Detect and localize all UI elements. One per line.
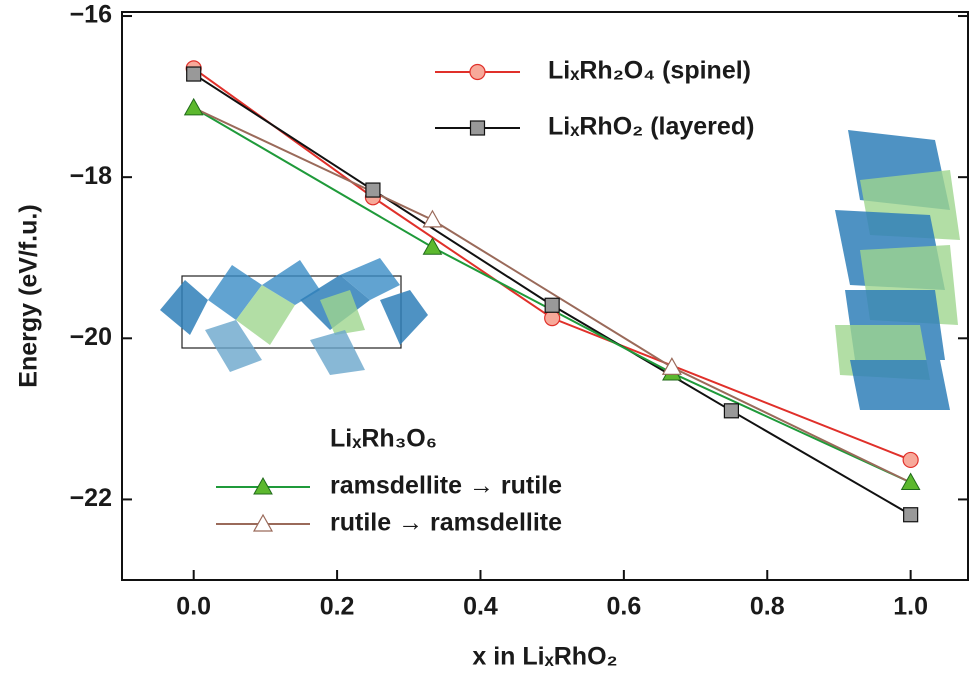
x-tick-label: 0.0 [176,593,211,621]
legend-marker [471,121,485,135]
y-tick-label: −22 [70,484,112,512]
marker [423,211,441,227]
marker [724,404,738,418]
legend-label: LiₓRh₂O₄ (spinel) [548,57,751,85]
x-tick-label: 1.0 [893,593,928,621]
x-tick-label: 0.4 [463,593,498,621]
marker [902,474,920,490]
marker [904,508,918,522]
legend-group-label: LiₓRh₃O₆ [330,425,437,453]
legend-label: ramsdellite → rutile [330,472,562,500]
legend-marker [470,65,485,80]
structure-right [835,130,960,410]
y-tick-label: −20 [70,323,112,351]
chart: x in LiₓRhO₂ Energy (eV/f.u.) LiₓRh₃O₆ 0… [0,0,971,675]
x-tick-label: 0.2 [320,593,355,621]
marker [366,183,380,197]
legend-label: rutile → ramsdellite [330,509,562,537]
marker [185,99,203,115]
x-tick-label: 0.6 [606,593,641,621]
marker [545,311,560,326]
x-axis-label: x in LiₓRhO₂ [472,643,617,671]
y-tick-label: −18 [70,162,113,190]
y-tick-label: −16 [70,1,112,29]
marker [663,358,681,374]
marker [187,67,201,81]
x-tick-label: 0.8 [750,593,785,621]
legend-label: LiₓRhO₂ (layered) [548,113,754,141]
structure-left [160,258,428,375]
marker [545,298,559,312]
y-axis-label: Energy (eV/f.u.) [15,204,43,387]
marker [903,452,918,467]
